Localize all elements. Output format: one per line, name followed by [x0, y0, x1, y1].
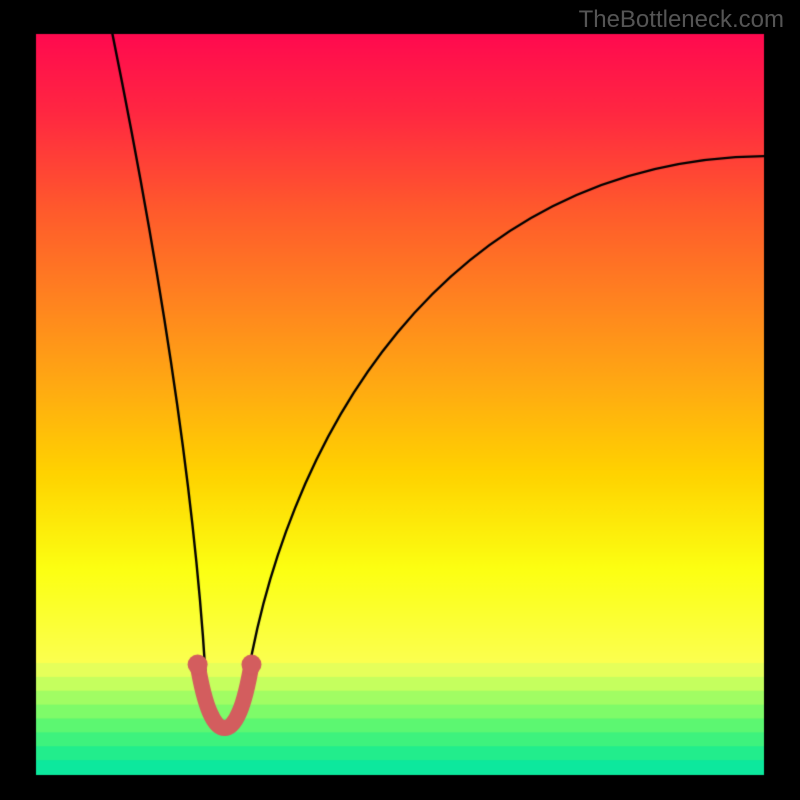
- bottleneck-chart: [0, 0, 800, 800]
